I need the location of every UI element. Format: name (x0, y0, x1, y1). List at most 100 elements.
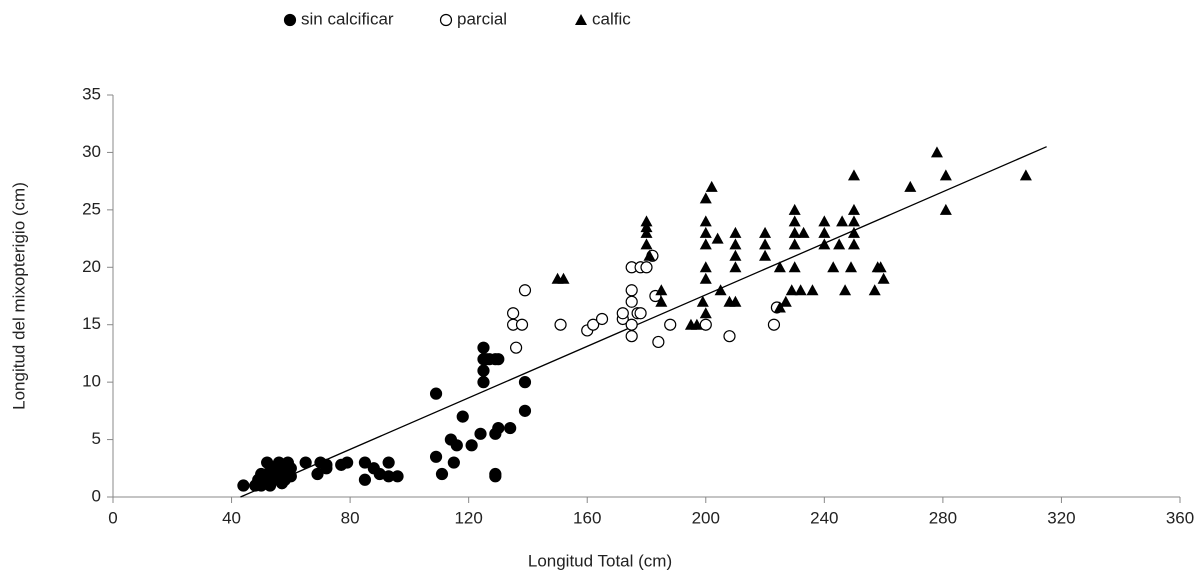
point (655, 295, 668, 307)
point (492, 421, 505, 435)
y-tick-label: 5 (92, 429, 101, 448)
point (465, 439, 478, 452)
point (729, 261, 742, 273)
point (767, 318, 781, 331)
point (699, 272, 712, 284)
point (477, 341, 490, 354)
point (847, 169, 860, 181)
point (518, 284, 532, 297)
point (456, 410, 469, 423)
x-tick-label: 80 (341, 508, 360, 527)
point (640, 221, 653, 233)
point (640, 226, 653, 238)
point (587, 318, 600, 331)
x-tick-label: 280 (929, 508, 957, 527)
point (664, 318, 677, 331)
point (382, 456, 395, 469)
point (818, 238, 831, 250)
point (477, 376, 490, 389)
point (557, 272, 570, 284)
trendline (240, 146, 1047, 498)
point (833, 238, 846, 250)
point (939, 169, 952, 181)
y-tick-label: 35 (82, 84, 101, 103)
point (729, 238, 742, 250)
point (773, 261, 786, 273)
point (284, 470, 297, 483)
point (299, 456, 312, 469)
point (827, 261, 840, 273)
x-tick-label: 160 (573, 508, 601, 527)
point (311, 467, 324, 481)
point (847, 215, 860, 227)
point (711, 232, 724, 244)
point (690, 318, 703, 330)
point (696, 295, 709, 307)
point (507, 307, 520, 320)
point (237, 479, 250, 492)
point (836, 215, 849, 227)
point (595, 312, 609, 326)
point (714, 284, 727, 296)
point (699, 215, 712, 227)
point (904, 180, 917, 192)
point (640, 238, 653, 250)
point (788, 226, 801, 238)
point (788, 215, 801, 227)
point (450, 439, 463, 452)
point (794, 284, 807, 296)
point (429, 450, 443, 463)
legend-label: sin calcificar (301, 9, 394, 28)
point (847, 203, 860, 215)
y-tick-label: 30 (82, 142, 101, 161)
point (723, 330, 736, 343)
point (634, 307, 647, 320)
point (874, 261, 887, 273)
point (759, 249, 772, 261)
x-tick-label: 0 (108, 508, 117, 527)
y-tick-label: 15 (82, 314, 101, 333)
point (655, 284, 668, 296)
legend-marker (439, 13, 453, 27)
y-tick-label: 20 (82, 257, 101, 276)
point (699, 192, 712, 204)
point (435, 467, 449, 481)
point (839, 284, 852, 296)
point (797, 226, 810, 238)
point (489, 470, 502, 483)
point (705, 180, 718, 192)
y-axis-title: Longitud del mixopterigio (cm) (9, 182, 28, 410)
point (640, 215, 653, 227)
point (699, 238, 712, 250)
point (358, 473, 372, 486)
point (930, 146, 943, 158)
point (429, 387, 443, 400)
point (477, 364, 490, 377)
point (699, 261, 712, 273)
point (643, 249, 656, 261)
point (515, 318, 529, 331)
point (509, 341, 523, 354)
point (877, 272, 890, 284)
point (625, 295, 638, 308)
x-axis-title: Longitud Total (cm) (528, 551, 672, 570)
point (729, 249, 742, 261)
x-tick-label: 40 (222, 508, 241, 527)
point (845, 261, 858, 273)
point (474, 427, 487, 440)
point (729, 226, 742, 238)
point (341, 456, 354, 469)
y-tick-label: 0 (92, 486, 101, 505)
x-tick-label: 360 (1166, 508, 1194, 527)
legend-marker (575, 14, 587, 25)
point (625, 330, 638, 343)
point (518, 404, 532, 417)
point (785, 284, 798, 296)
point (847, 238, 860, 250)
point (788, 203, 801, 215)
point (504, 421, 517, 435)
point (847, 226, 860, 238)
point (518, 376, 532, 389)
point (699, 318, 712, 331)
